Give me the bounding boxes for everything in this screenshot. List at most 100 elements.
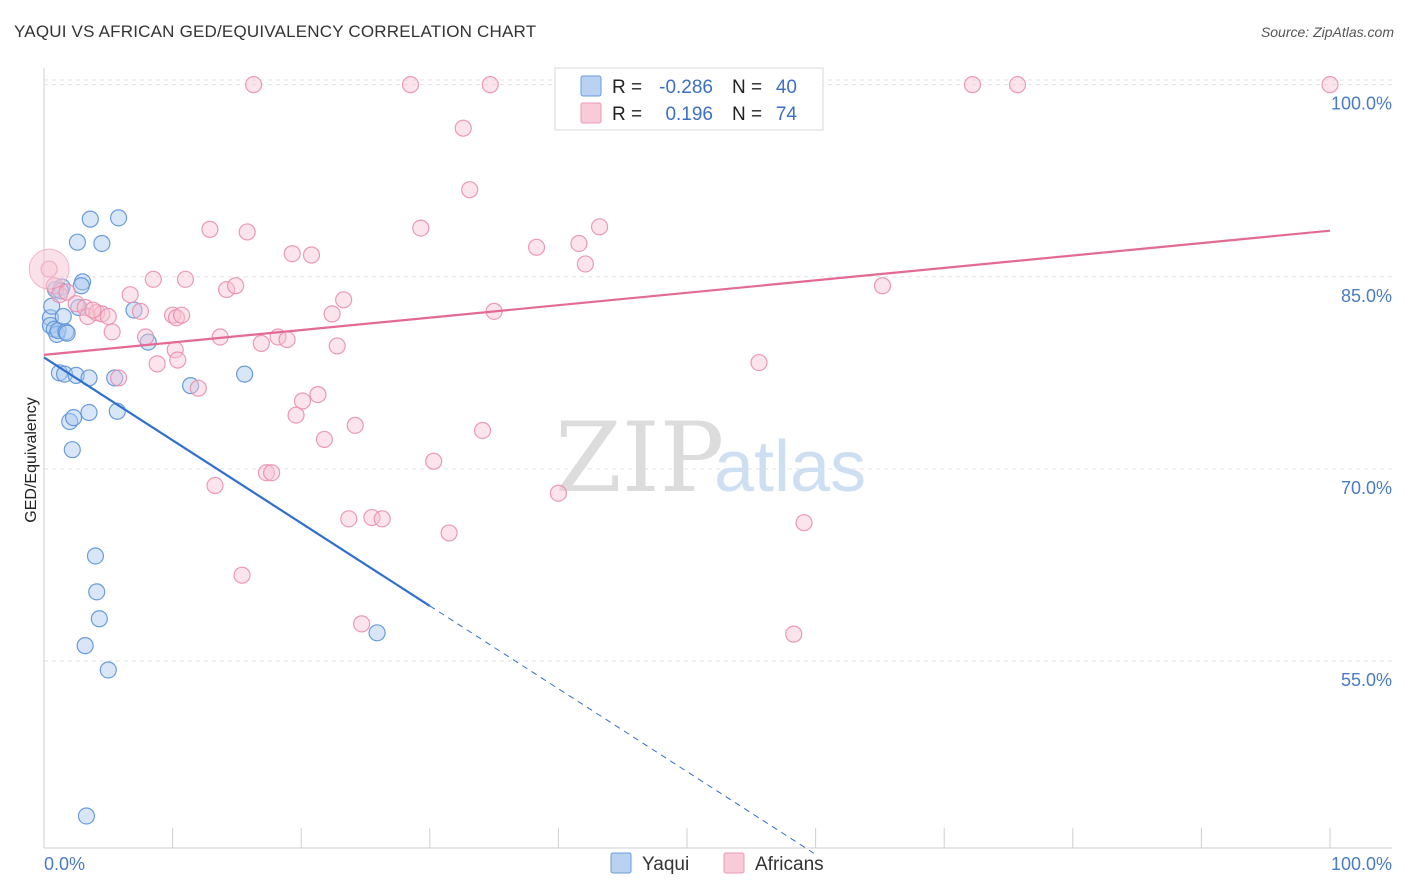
y-tick-label: 100.0% — [1331, 94, 1392, 114]
africans-point — [67, 295, 85, 313]
africans-point — [109, 369, 128, 387]
yaqui-point — [109, 209, 128, 227]
watermark: ZIP atlas — [555, 402, 866, 514]
africans-point — [373, 510, 391, 528]
y-axis-title: GED/Equivalency — [23, 397, 40, 522]
africans-point — [252, 334, 270, 352]
bottom-legend-swatch-yaqui — [610, 852, 632, 874]
legend-r-label-yaqui: R = — [612, 77, 642, 98]
axes — [43, 68, 1392, 849]
yaqui-point — [90, 610, 108, 628]
africans-point — [328, 337, 346, 355]
bottom-legend-africans: Africans — [755, 854, 824, 875]
africans-point — [169, 351, 187, 369]
africans-point — [473, 421, 492, 440]
africans-point — [481, 76, 499, 94]
yaqui-point — [64, 409, 83, 427]
africans-point — [323, 305, 341, 323]
africans-point — [238, 223, 256, 241]
africans-point — [873, 277, 892, 295]
africans-point — [401, 76, 420, 94]
africans-point — [549, 484, 568, 502]
legend-n-label-africans: N = — [732, 104, 762, 125]
africans-point — [346, 416, 364, 434]
africans-point — [412, 219, 430, 237]
africans-point — [257, 464, 276, 482]
tick-labels: 55.0% 70.0% 85.0% 100.0% 0.0% 100.0% — [44, 94, 1392, 874]
africans-point — [963, 76, 982, 94]
yaqui-point — [88, 583, 106, 601]
legend-r-yaqui: -0.286 — [659, 77, 713, 98]
yaqui-point — [68, 233, 87, 251]
y-tick-label: 85.0% — [1341, 286, 1392, 306]
yaqui-point — [236, 365, 254, 383]
watermark-atlas: atlas — [714, 427, 866, 507]
yaqui-point — [106, 369, 124, 387]
yaqui-point — [58, 324, 76, 342]
africans-point — [315, 430, 333, 449]
africans-point — [144, 270, 162, 288]
africans-point — [189, 379, 207, 397]
africans-point — [461, 181, 479, 199]
yaqui-point — [54, 307, 72, 326]
africans-point — [425, 452, 443, 470]
africans-point — [136, 328, 155, 346]
y-tick-label: 55.0% — [1341, 670, 1392, 690]
africans-point — [340, 510, 358, 528]
yaqui-point — [77, 807, 96, 825]
africans-trend-line — [43, 229, 1331, 356]
africans-point — [233, 566, 251, 584]
africans-point — [440, 524, 458, 542]
africans-point — [570, 234, 588, 253]
africans-point — [576, 255, 595, 273]
africans-point — [99, 307, 117, 326]
legend-r-label-africans: R = — [612, 104, 642, 125]
yaqui-trend-line — [43, 356, 431, 607]
correlation-legend: R = -0.286 N = 40 R = 0.196 N = 74 — [554, 67, 824, 131]
africans-point — [750, 353, 768, 372]
africans-cluster-point — [28, 248, 70, 290]
data-points — [28, 76, 1339, 825]
africans-point — [293, 392, 312, 410]
yaqui-point — [81, 210, 99, 228]
chart-title: YAQUI VS AFRICAN GED/EQUIVALENCY CORRELA… — [14, 22, 537, 41]
yaqui-point — [76, 637, 94, 655]
yaqui-point — [368, 624, 386, 642]
africans-point — [148, 355, 166, 373]
yaqui-point — [86, 547, 105, 565]
africans-point — [287, 406, 305, 424]
africans-point — [302, 246, 321, 264]
africans-point — [1008, 76, 1027, 94]
africans-point — [454, 119, 472, 137]
yaqui-point — [93, 234, 111, 253]
africans-point — [1321, 76, 1339, 94]
africans-point — [353, 615, 371, 633]
africans-point — [218, 280, 236, 299]
africans-point — [590, 218, 609, 236]
africans-point — [263, 464, 281, 482]
africans-point — [173, 306, 191, 324]
yaqui-point — [63, 441, 81, 459]
gridlines — [43, 79, 1392, 848]
legend-n-label-yaqui: N = — [732, 77, 762, 98]
africans-point — [121, 286, 139, 304]
africans-point — [201, 220, 219, 238]
africans-point — [58, 283, 76, 301]
yaqui-point — [72, 277, 90, 295]
trend-lines — [43, 229, 1331, 855]
legend-n-yaqui: 40 — [776, 77, 797, 98]
africans-point — [335, 291, 353, 309]
watermark-zip: ZIP — [555, 402, 724, 514]
y-tick-label: 70.0% — [1341, 478, 1392, 498]
bottom-legend-yaqui: Yaqui — [642, 854, 689, 875]
series-legend: Yaqui Africans — [610, 852, 824, 875]
africans-point — [176, 270, 195, 288]
africans-point — [527, 238, 546, 256]
legend-n-africans: 74 — [776, 104, 798, 125]
africans-point — [103, 323, 121, 341]
africans-point — [795, 514, 813, 532]
legend-r-africans: 0.196 — [665, 104, 713, 125]
africans-point — [309, 386, 327, 404]
africans-point — [785, 625, 803, 643]
